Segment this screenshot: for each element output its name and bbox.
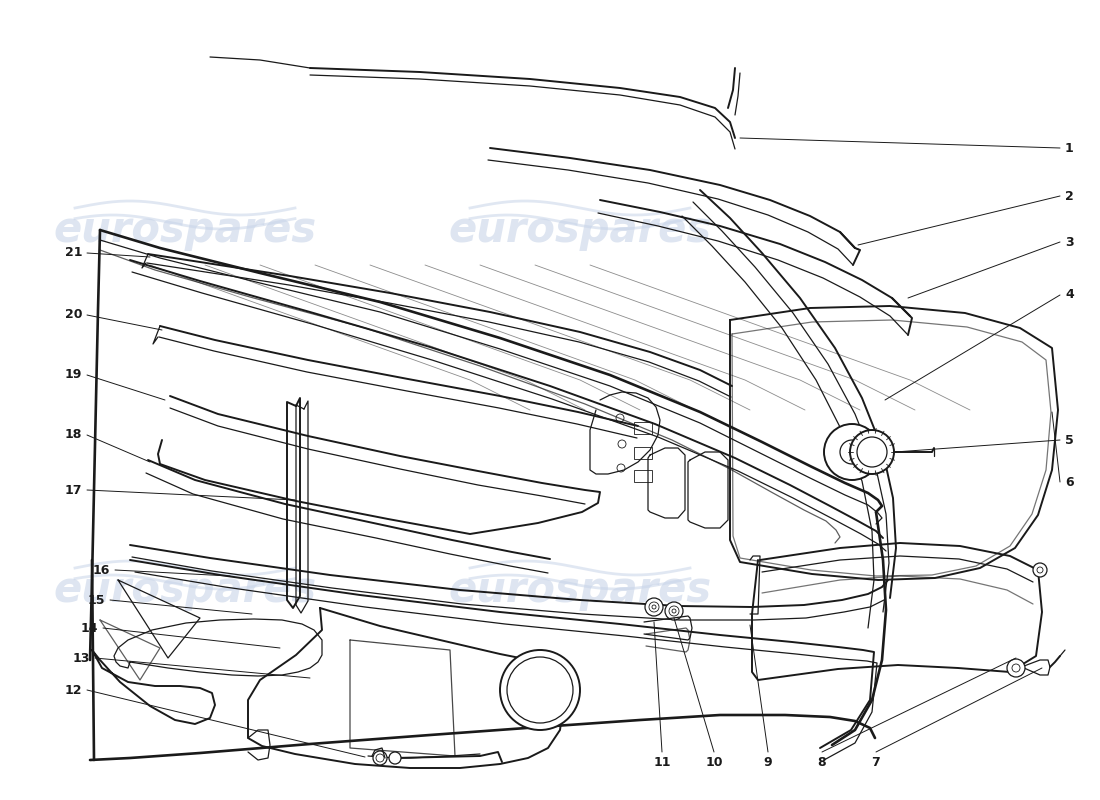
Text: 6: 6	[1065, 475, 1074, 489]
Circle shape	[389, 752, 402, 764]
Text: 20: 20	[65, 309, 82, 322]
Text: 19: 19	[65, 369, 82, 382]
Text: 3: 3	[1065, 235, 1074, 249]
Text: 15: 15	[88, 594, 104, 606]
Circle shape	[1033, 563, 1047, 577]
Text: 8: 8	[817, 755, 826, 769]
Text: 17: 17	[65, 483, 82, 497]
Circle shape	[373, 751, 387, 765]
Circle shape	[824, 424, 880, 480]
Text: 10: 10	[705, 755, 723, 769]
Text: 7: 7	[871, 755, 880, 769]
Bar	[634, 422, 652, 434]
Circle shape	[500, 650, 580, 730]
Text: 13: 13	[73, 651, 90, 665]
Text: 1: 1	[1065, 142, 1074, 154]
Circle shape	[666, 602, 683, 620]
Bar	[634, 470, 652, 482]
Text: eurospares: eurospares	[449, 569, 712, 611]
Text: 12: 12	[65, 683, 82, 697]
Text: 4: 4	[1065, 289, 1074, 302]
Text: 18: 18	[65, 429, 82, 442]
Circle shape	[850, 430, 894, 474]
Circle shape	[1006, 659, 1025, 677]
Text: 5: 5	[1065, 434, 1074, 446]
Text: 11: 11	[653, 755, 671, 769]
Text: 9: 9	[763, 755, 772, 769]
Circle shape	[645, 598, 663, 616]
Text: eurospares: eurospares	[54, 569, 317, 611]
Bar	[634, 447, 652, 459]
Text: 14: 14	[80, 622, 98, 634]
Text: eurospares: eurospares	[54, 209, 317, 251]
Text: 21: 21	[65, 246, 82, 259]
Text: eurospares: eurospares	[449, 209, 712, 251]
Text: 16: 16	[92, 563, 110, 577]
Text: 2: 2	[1065, 190, 1074, 202]
